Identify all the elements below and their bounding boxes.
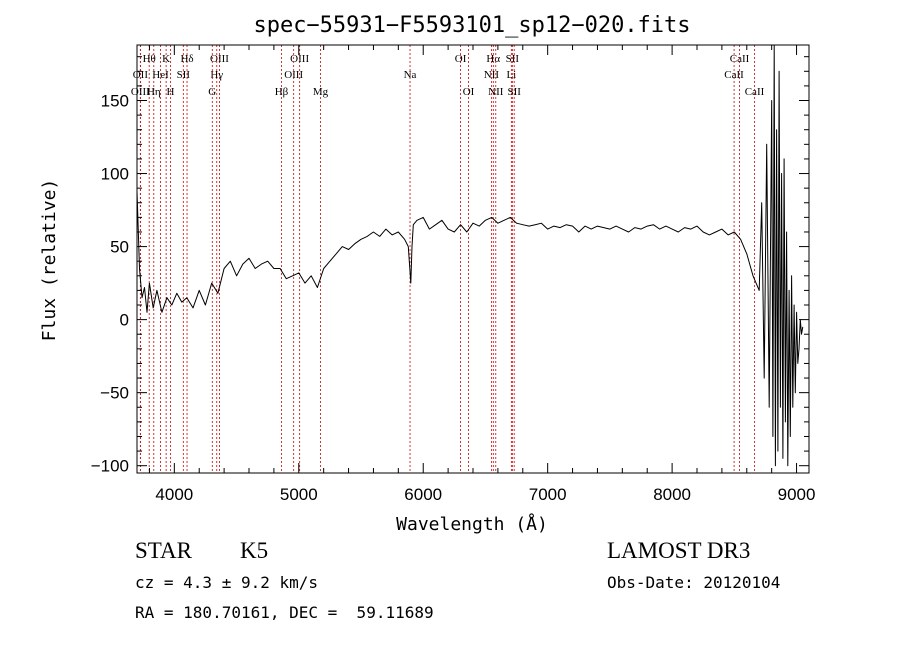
marker-label: Hγ [210, 69, 223, 81]
marker-label: Hθ [143, 53, 156, 65]
x-tick-label: 6000 [404, 485, 442, 504]
marker-label: K [162, 53, 170, 65]
marker-label: OI [463, 86, 475, 98]
marker-label: NII [488, 86, 504, 98]
plot-frame [136, 44, 810, 474]
y-tick-label: 150 [101, 92, 129, 111]
y-axis: −100 −50 0 50 100 150 [91, 56, 809, 476]
x-tick-label: 7000 [529, 485, 567, 504]
object-subclass: K5 [240, 538, 269, 563]
spectrum-line [136, 44, 804, 467]
survey-name: LAMOST DR3 [607, 538, 751, 563]
marker-label: Hα [486, 53, 500, 65]
marker-label: OI [455, 53, 467, 65]
x-tick-label: 9000 [778, 485, 816, 504]
marker-label: SII [507, 86, 521, 98]
y-tick-label: 50 [110, 238, 129, 257]
marker-label: OIII [290, 53, 309, 65]
marker-label: NII [484, 69, 500, 81]
marker-label: Hδ [180, 53, 193, 65]
x-tick-label: 5000 [280, 485, 318, 504]
marker-label: CaII [724, 69, 744, 81]
marker-label: OIII [131, 86, 150, 98]
marker-label: Hβ [275, 86, 289, 98]
marker-label: SII [177, 69, 191, 81]
object-class: STAR [135, 538, 192, 563]
x-axis-label: Wavelength (Å) [396, 513, 548, 535]
marker-label: H [166, 86, 174, 98]
x-tick-label: 8000 [653, 485, 691, 504]
marker-label: Mg [313, 86, 329, 98]
marker-label: CaII [730, 53, 750, 65]
redshift-readout: cz = 4.3 ± 9.2 km/s [135, 573, 319, 592]
y-tick-label: 100 [101, 165, 129, 184]
chart-title: spec−55931−F5593101_sp12−020.fits [253, 13, 690, 38]
obs-date: Obs-Date: 20120104 [607, 573, 781, 592]
marker-label: CaII [745, 86, 765, 98]
marker-label: Na [404, 69, 417, 81]
y-tick-label: −100 [91, 457, 129, 476]
y-axis-label: Flux (relative) [39, 179, 60, 342]
marker-label: SII [506, 53, 520, 65]
marker-label: OIII [210, 53, 229, 65]
marker-label: OIII [284, 69, 303, 81]
y-tick-label: 0 [120, 311, 129, 330]
x-axis: 4000 5000 6000 7000 8000 9000 [148, 45, 816, 504]
marker-label: Li [506, 69, 516, 81]
marker-label: G [208, 86, 216, 98]
x-tick-label: 4000 [155, 485, 193, 504]
y-tick-label: −50 [100, 384, 129, 403]
coordinates-readout: RA = 180.70161, DEC = 59.11689 [135, 603, 434, 622]
marker-label: Hη [147, 86, 161, 98]
marker-label: HeI [152, 69, 169, 81]
spectrum-series [136, 44, 804, 467]
